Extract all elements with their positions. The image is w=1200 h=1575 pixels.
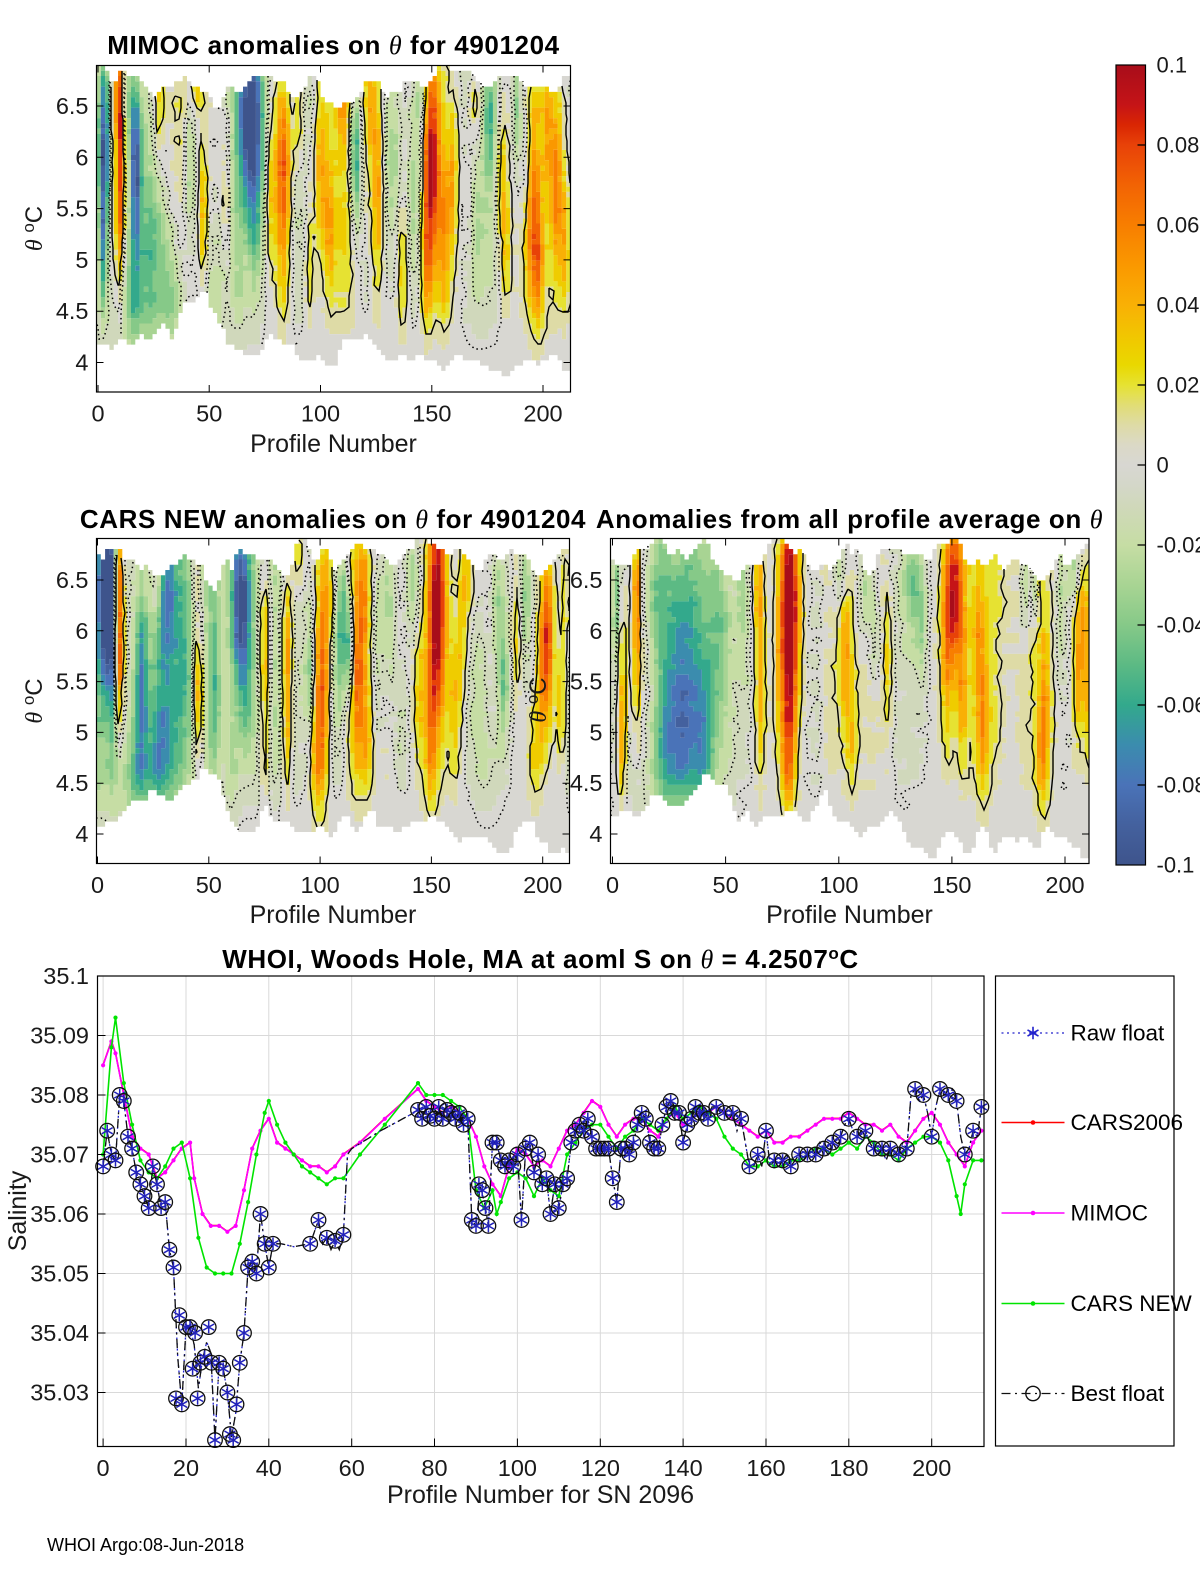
svg-text:50: 50 [196, 401, 222, 427]
svg-text:200: 200 [523, 401, 562, 427]
svg-text:Profile Number: Profile Number [250, 430, 417, 458]
svg-text:CARS NEW anomalies on θ for 49: CARS NEW anomalies on θ for 4901204 [80, 504, 586, 534]
svg-text:4.5: 4.5 [56, 298, 89, 324]
svg-text:4: 4 [75, 821, 88, 847]
svg-text:0.1: 0.1 [1157, 53, 1188, 78]
svg-text:0.04: 0.04 [1157, 293, 1200, 318]
svg-text:140: 140 [663, 1455, 702, 1481]
svg-text:40: 40 [256, 1455, 282, 1481]
svg-text:6.5: 6.5 [570, 567, 603, 593]
svg-text:100: 100 [819, 872, 858, 898]
svg-text:150: 150 [412, 401, 451, 427]
svg-text:35.05: 35.05 [30, 1261, 89, 1287]
svg-text:-0.1: -0.1 [1157, 853, 1195, 878]
svg-text:MIMOC anomalies on θ for 4901: MIMOC anomalies on θ for 4901204 [107, 30, 559, 60]
svg-text:4: 4 [589, 821, 602, 847]
svg-text:0.02: 0.02 [1157, 373, 1200, 398]
svg-text:5: 5 [589, 719, 602, 745]
svg-text:WHOI, Woods Hole, MA at aoml S: WHOI, Woods Hole, MA at aoml S on θ = 4.… [222, 944, 859, 974]
svg-text:200: 200 [912, 1455, 951, 1481]
svg-text:Profile Number: Profile Number [766, 901, 933, 929]
svg-text:CARS2006: CARS2006 [1071, 1110, 1184, 1135]
svg-text:-0.04: -0.04 [1157, 613, 1200, 638]
svg-text:-0.08: -0.08 [1157, 773, 1200, 798]
svg-text:-0.06: -0.06 [1157, 693, 1200, 718]
svg-text:WHOI Argo:08-Jun-2018: WHOI Argo:08-Jun-2018 [47, 1535, 244, 1555]
svg-text:150: 150 [412, 872, 451, 898]
svg-text:5.5: 5.5 [570, 669, 603, 695]
svg-text:35.08: 35.08 [30, 1082, 89, 1108]
svg-text:MIMOC: MIMOC [1071, 1201, 1149, 1226]
svg-text:Profile Number for SN 2096: Profile Number for SN 2096 [387, 1481, 694, 1509]
svg-text:4.5: 4.5 [570, 770, 603, 796]
svg-text:5: 5 [75, 719, 88, 745]
svg-text:35.07: 35.07 [30, 1142, 89, 1168]
svg-text:50: 50 [713, 872, 739, 898]
svg-text:0: 0 [91, 401, 104, 427]
svg-text:CARS NEW: CARS NEW [1071, 1291, 1193, 1316]
svg-text:0: 0 [1157, 453, 1169, 478]
svg-text:6: 6 [589, 618, 602, 644]
svg-text:100: 100 [301, 401, 340, 427]
svg-text:35.04: 35.04 [30, 1320, 89, 1346]
svg-text:6: 6 [75, 144, 88, 170]
svg-text:Best float: Best float [1071, 1381, 1166, 1406]
svg-text:200: 200 [523, 872, 562, 898]
svg-text:4: 4 [75, 350, 88, 376]
svg-text:35.1: 35.1 [43, 963, 89, 989]
svg-text:180: 180 [829, 1455, 868, 1481]
svg-text:50: 50 [196, 872, 222, 898]
svg-text:θ oC: θ oC [523, 677, 552, 722]
svg-text:Raw float: Raw float [1071, 1021, 1166, 1046]
svg-text:120: 120 [581, 1455, 620, 1481]
svg-text:Profile Number: Profile Number [250, 901, 417, 929]
svg-text:80: 80 [421, 1455, 447, 1481]
svg-text:6: 6 [75, 618, 88, 644]
svg-text:6.5: 6.5 [56, 567, 89, 593]
svg-text:200: 200 [1045, 872, 1084, 898]
svg-text:Salinity: Salinity [4, 1170, 32, 1251]
svg-text:4.5: 4.5 [56, 770, 89, 796]
svg-text:150: 150 [932, 872, 971, 898]
svg-text:35.03: 35.03 [30, 1380, 89, 1406]
svg-text:35.09: 35.09 [30, 1023, 89, 1049]
svg-text:100: 100 [498, 1455, 537, 1481]
svg-text:160: 160 [746, 1455, 785, 1481]
svg-text:0: 0 [91, 872, 104, 898]
svg-text:6.5: 6.5 [56, 93, 89, 119]
svg-text:0.08: 0.08 [1157, 133, 1200, 158]
svg-text:5: 5 [75, 247, 88, 273]
svg-text:-0.02: -0.02 [1157, 533, 1200, 558]
svg-text:θ oC: θ oC [19, 206, 48, 251]
svg-text:θ oC: θ oC [19, 678, 48, 723]
svg-text:100: 100 [300, 872, 339, 898]
svg-text:5.5: 5.5 [56, 196, 89, 222]
svg-text:0.06: 0.06 [1157, 213, 1200, 238]
svg-text:35.06: 35.06 [30, 1201, 89, 1227]
svg-text:20: 20 [173, 1455, 199, 1481]
svg-text:5.5: 5.5 [56, 669, 89, 695]
svg-text:0: 0 [606, 872, 619, 898]
svg-text:Anomalies from all profile ave: Anomalies from all profile average on θ [596, 504, 1103, 534]
svg-text:0: 0 [97, 1455, 110, 1481]
svg-text:60: 60 [339, 1455, 365, 1481]
